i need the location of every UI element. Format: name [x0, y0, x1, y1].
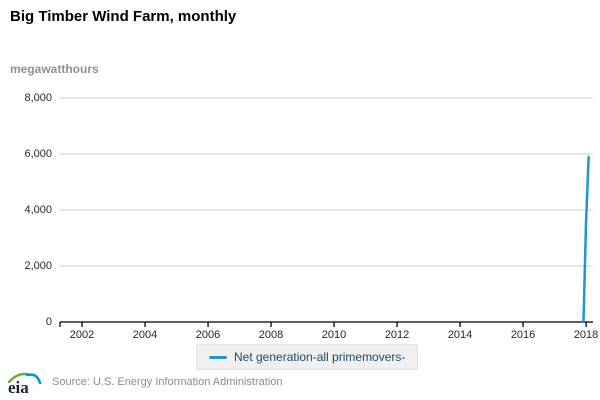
legend[interactable]: Net generation-all primemovers- [196, 344, 419, 370]
y-tick-label-6,000: 6,000 [24, 148, 52, 160]
x-tick-label-2010: 2010 [321, 329, 347, 341]
y-tick-label-0: 0 [45, 316, 52, 328]
y-tick-label-8,000: 8,000 [24, 92, 52, 104]
series-line-net-generation[interactable] [582, 155, 590, 324]
x-tick-label-2012: 2012 [384, 329, 410, 341]
x-tick-label-2004: 2004 [132, 329, 158, 341]
footer: eia Source: U.S. Energy Information Admi… [6, 368, 283, 396]
legend-series-label: Net generation-all primemovers- [234, 350, 406, 364]
source-attribution: Source: U.S. Energy Information Administ… [52, 376, 283, 388]
x-tick-label-2016: 2016 [510, 329, 536, 341]
eia-logo-text: eia [8, 378, 29, 396]
x-tick-label-2014: 2014 [447, 329, 473, 341]
chart-title: Big Timber Wind Farm, monthly [10, 8, 237, 25]
x-tick-label-2002: 2002 [69, 329, 95, 341]
y-axis-unit-label: megawatthours [10, 62, 99, 76]
x-tick-label-2008: 2008 [258, 329, 284, 341]
legend-line-swatch-icon [209, 355, 227, 359]
x-tick-label-2006: 2006 [195, 329, 221, 341]
y-tick-label-4,000: 4,000 [24, 204, 52, 216]
eia-logo[interactable]: eia [6, 368, 44, 396]
x-tick-label-2018: 2018 [573, 329, 599, 341]
y-tick-label-2,000: 2,000 [24, 260, 52, 272]
